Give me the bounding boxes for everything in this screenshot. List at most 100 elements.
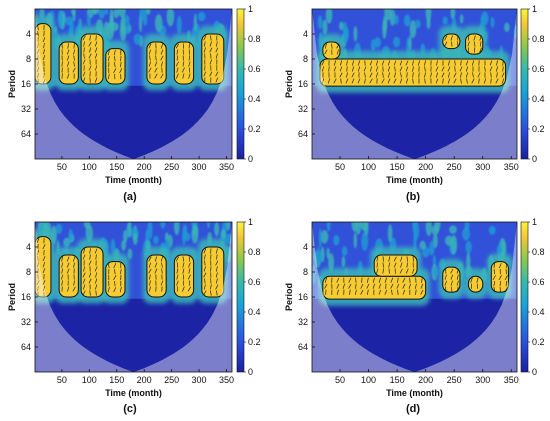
phase-arrow [203,266,206,272]
phase-arrow [456,268,459,274]
phase-arrow [108,263,110,269]
x-tick-label: 300 [192,375,207,385]
phase-arrow [336,283,340,289]
phase-arrow [107,287,110,293]
high-power-layer [35,23,225,85]
x-tick-label: 100 [361,375,376,385]
speckle [121,240,127,251]
phase-arrow [346,60,348,66]
phase-arrow [448,72,450,78]
phase-arrow [154,73,158,79]
phase-arrow [399,78,403,84]
phase-arrow [120,275,122,281]
phase-arrow [203,248,207,254]
phase-arrow [176,268,179,274]
phase-arrow [188,43,191,49]
speckle [514,25,517,39]
phase-arrow [66,256,70,262]
phase-arrow [372,277,375,283]
phase-arrow [387,78,391,84]
phase-arrow [424,78,426,84]
phase-arrow [107,74,110,80]
phase-arrow [412,60,414,66]
phase-arrow [369,60,373,66]
y-tick-label: 4 [303,29,308,39]
phase-arrow [37,61,39,67]
phase-arrow [113,263,117,269]
speckle [214,222,220,237]
phase-arrow [36,250,40,256]
phase-arrow [435,66,439,72]
phase-arrow [107,56,110,62]
colorbar [520,221,529,373]
x-tick-label: 50 [57,162,67,172]
phase-arrow [88,272,92,278]
y-tick-label: 4 [26,242,31,252]
x-tick-label: 300 [192,162,207,172]
phase-arrow [176,280,179,286]
phase-arrow [188,262,191,268]
phase-arrow [89,254,91,260]
phase-arrow [484,78,486,84]
phase-arrow [466,78,468,84]
colorbar [520,8,529,160]
phase-arrow [382,72,384,78]
phase-arrow [376,66,378,72]
phase-arrow [367,277,369,283]
phase-arrow [496,66,498,72]
phase-arrow [88,278,92,284]
phase-arrow [176,67,179,73]
phase-arrow [418,72,420,78]
x-tick-label: 350 [504,375,519,385]
phase-arrow [120,56,122,62]
phase-arrow [370,66,372,72]
phase-arrow [376,256,378,262]
phase-arrow [412,268,415,274]
speckle [429,241,435,256]
phase-arrow [394,262,397,268]
phase-arrow [94,248,98,254]
phase-arrow [154,268,158,274]
high-power-region [467,275,484,293]
phase-arrow [399,268,403,274]
phase-arrow [348,277,352,283]
phase-arrow [484,66,486,72]
phase-arrow [73,262,76,268]
phase-arrow [176,55,179,61]
phase-arrow [399,66,403,72]
colorbar-tick-label: 0.6 [532,64,545,74]
speckle [326,222,331,232]
high-power-region [322,41,341,60]
phase-arrow [502,60,504,66]
phase-arrow [453,72,457,78]
phase-arrow [460,60,462,66]
y-tick-label: 32 [21,317,31,327]
phase-arrow [324,43,327,49]
phase-arrow [88,65,92,71]
phase-arrow [456,280,459,286]
phase-arrow [448,60,450,66]
phase-arrow [378,289,382,295]
phase-arrow [160,280,164,286]
phase-arrow [37,25,39,31]
phase-arrow [408,283,412,289]
phase-arrow [215,47,219,53]
phase-arrow [402,283,406,289]
speckle [57,10,63,29]
colorbar-tick-label: 1 [248,4,253,14]
high-power-region [80,33,104,85]
phase-arrow [42,280,46,286]
x-axis-label: Time (month) [105,388,162,398]
phase-arrow [375,60,379,66]
phase-arrow [333,66,337,72]
colorbar [236,8,245,160]
phase-arrow [324,49,328,55]
phase-arrow [498,275,502,281]
speckle [333,234,340,246]
phase-arrow [119,287,122,293]
speckle [65,16,74,26]
phase-arrow [95,65,98,71]
colorbar-tick-label: 0 [248,154,253,164]
phase-arrow [210,35,212,41]
phase-arrow [381,60,385,66]
